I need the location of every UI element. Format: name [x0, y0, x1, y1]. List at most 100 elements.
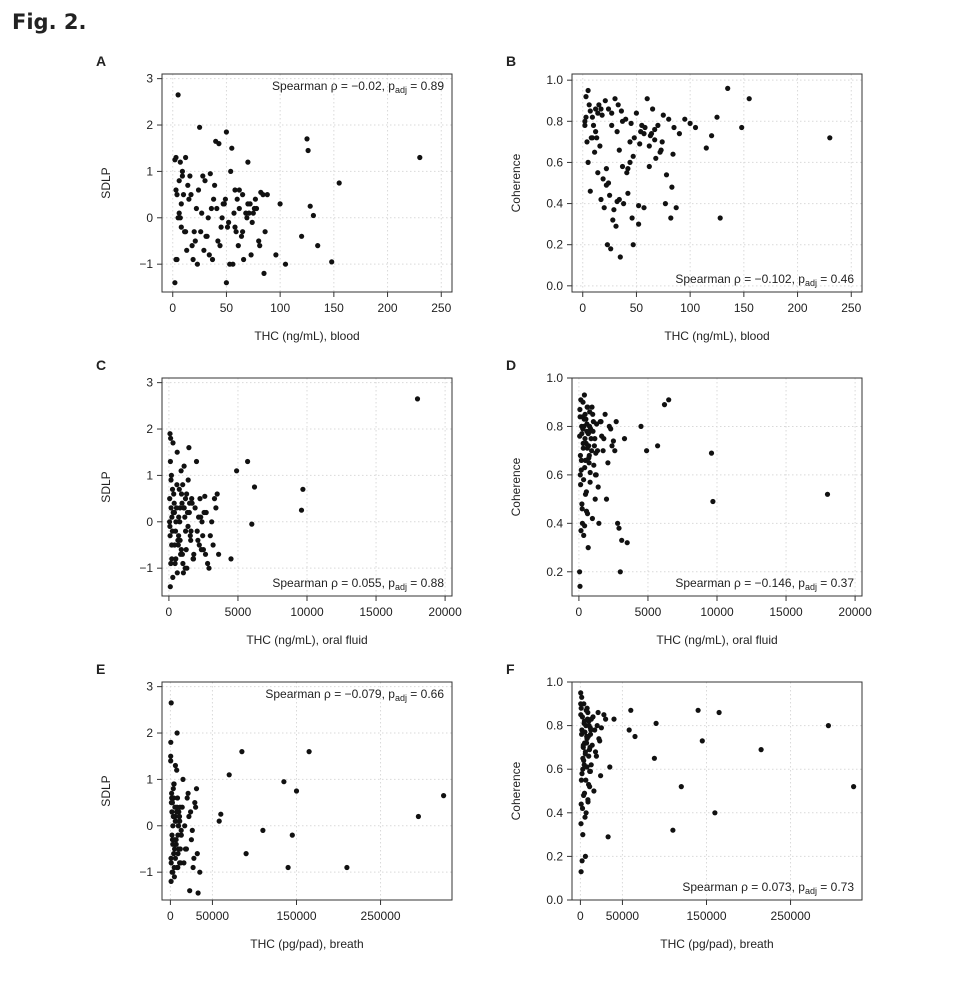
- data-point: [205, 560, 211, 567]
- data-point: [169, 556, 175, 562]
- y-tick-label: 0.4: [546, 197, 563, 211]
- data-point: [257, 243, 263, 249]
- data-point: [582, 749, 588, 755]
- data-point: [603, 716, 609, 722]
- data-point: [614, 129, 620, 135]
- data-point: [578, 801, 584, 807]
- data-point: [168, 878, 174, 884]
- data-point: [578, 705, 584, 711]
- data-point: [602, 98, 608, 104]
- data-point: [168, 753, 174, 759]
- data-point: [581, 720, 587, 726]
- data-point: [217, 243, 223, 249]
- data-point: [282, 261, 289, 267]
- data-point: [236, 187, 242, 193]
- data-point: [167, 523, 173, 529]
- data-point: [176, 533, 182, 539]
- data-point: [192, 238, 198, 244]
- data-point: [708, 450, 715, 456]
- panel-label: B: [506, 53, 516, 69]
- data-point: [582, 118, 588, 124]
- data-point: [613, 419, 619, 425]
- data-point: [586, 423, 593, 429]
- y-tick-label: −1: [139, 257, 153, 271]
- data-point: [579, 858, 585, 864]
- data-point: [179, 500, 185, 506]
- data-point: [584, 740, 590, 746]
- data-point: [190, 864, 196, 871]
- data-point: [226, 219, 232, 225]
- data-point: [578, 777, 584, 783]
- data-point: [590, 428, 596, 434]
- data-point: [206, 252, 212, 258]
- data-point: [307, 203, 313, 209]
- data-point: [579, 714, 585, 720]
- data-point: [178, 468, 184, 474]
- data-point: [173, 818, 179, 824]
- data-point: [619, 537, 625, 543]
- panel-label: D: [506, 357, 516, 373]
- data-point: [593, 129, 599, 135]
- data-point: [585, 404, 591, 410]
- data-point: [192, 800, 198, 806]
- panel-c: C 0 5000 10000 15000 20000 −1 0 1 2 3 THC (ng/mL), …: [90, 356, 570, 666]
- y-axis-label: Coherence: [509, 761, 523, 820]
- x-axis-label: THC (ng/mL), blood: [664, 329, 769, 343]
- panel-label: A: [96, 53, 106, 69]
- x-tick-label: 100: [680, 301, 700, 315]
- data-point: [167, 458, 173, 465]
- data-point: [578, 397, 584, 403]
- x-tick-label: 200: [788, 301, 808, 315]
- data-point: [177, 159, 183, 165]
- data-point: [188, 809, 194, 815]
- data-point: [171, 851, 177, 857]
- data-point: [579, 501, 585, 507]
- data-point: [185, 790, 191, 796]
- data-point: [240, 192, 246, 198]
- data-point: [176, 514, 182, 520]
- data-point: [414, 396, 421, 402]
- y-tick-label: 0.6: [546, 468, 563, 482]
- y-tick-label: 1.0: [546, 675, 563, 689]
- data-point: [583, 810, 589, 816]
- data-point: [214, 491, 220, 497]
- data-point: [600, 448, 606, 454]
- data-point: [673, 205, 679, 211]
- x-tick-label: 150000: [686, 909, 726, 923]
- data-point: [190, 556, 197, 562]
- data-point: [199, 210, 205, 216]
- data-point: [244, 215, 250, 221]
- data-point: [173, 841, 179, 847]
- data-point: [605, 180, 612, 186]
- data-point: [607, 764, 613, 770]
- data-point: [211, 496, 218, 502]
- annotation-main: Spearman ρ = −0.102, p: [675, 272, 805, 286]
- data-point: [725, 85, 731, 91]
- y-axis-label: SDLP: [99, 775, 113, 806]
- y-tick-label: 3: [146, 376, 153, 390]
- data-point: [170, 786, 176, 792]
- data-point: [191, 551, 197, 557]
- data-point: [239, 749, 245, 755]
- data-point: [621, 201, 627, 207]
- data-point: [584, 764, 590, 770]
- x-tick-label: 5000: [635, 605, 662, 619]
- data-point: [168, 758, 174, 764]
- y-tick-label: 0: [146, 819, 153, 833]
- data-point: [608, 246, 614, 252]
- data-point: [601, 712, 607, 718]
- data-point: [193, 804, 199, 810]
- data-point: [189, 827, 195, 833]
- annotation-subscript: adj: [805, 278, 817, 288]
- x-axis-label: THC (pg/pad), breath: [250, 937, 363, 951]
- x-tick-label: 150: [734, 301, 754, 315]
- data-point: [593, 106, 599, 112]
- data-point: [613, 223, 619, 229]
- figure-title: Fig. 2.: [12, 10, 87, 34]
- data-point: [202, 493, 208, 499]
- data-point: [678, 784, 684, 790]
- y-tick-label: 0.8: [546, 419, 563, 433]
- data-point: [248, 252, 254, 258]
- data-point: [671, 124, 677, 131]
- data-point: [179, 551, 185, 557]
